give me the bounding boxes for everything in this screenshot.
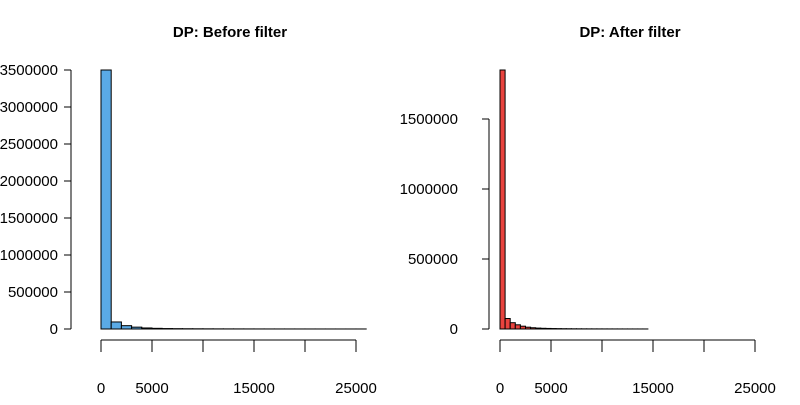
x-tick-label: 0 <box>496 380 504 397</box>
histogram-bar <box>132 327 142 329</box>
chart-title: DP: Before filter <box>173 24 287 41</box>
histogram-bar <box>541 328 546 329</box>
histogram-bar <box>515 325 520 329</box>
histogram-bar <box>510 323 515 329</box>
histogram-bar <box>121 326 131 329</box>
y-tick-label: 1000000 <box>400 181 458 198</box>
y-tick-label: 3500000 <box>0 62 58 79</box>
histogram-bar <box>536 328 541 329</box>
y-tick-label: 1500000 <box>400 111 458 128</box>
histogram-bar <box>142 328 152 329</box>
histogram-bar <box>531 328 536 329</box>
chart-title: DP: After filter <box>579 24 680 41</box>
y-tick-label: 500000 <box>408 251 458 268</box>
x-tick-label: 0 <box>97 380 105 397</box>
histogram-bar <box>505 319 510 330</box>
y-tick-label: 1500000 <box>0 210 58 227</box>
histogram-bar <box>546 328 551 329</box>
y-tick-label: 2500000 <box>0 136 58 153</box>
x-tick-label: 25000 <box>734 380 776 397</box>
x-tick-label: 15000 <box>233 380 275 397</box>
histogram-bar <box>500 70 505 329</box>
histogram-panel-before: DP: Before filter 0 500000 1000000 1500000 2… <box>0 24 377 397</box>
histogram-bar <box>111 322 121 329</box>
x-tick-label: 5000 <box>534 380 567 397</box>
x-tick-label: 15000 <box>632 380 674 397</box>
y-tick-label: 500000 <box>8 284 58 301</box>
y-tick-label: 2000000 <box>0 173 58 190</box>
y-tick-label: 1000000 <box>0 247 58 264</box>
histogram-bar <box>526 327 531 329</box>
y-tick-label: 0 <box>450 321 458 338</box>
histogram-bar <box>152 328 162 329</box>
histogram-bar <box>101 70 111 329</box>
x-tick-label: 25000 <box>335 380 377 397</box>
y-tick-label: 3000000 <box>0 99 58 116</box>
x-tick-label: 5000 <box>135 380 168 397</box>
y-tick-label: 0 <box>50 321 58 338</box>
histogram-bar <box>520 326 525 329</box>
histogram-panel-after: DP: After filter 0 500000 1000000 1500000 0 5… <box>400 24 776 397</box>
